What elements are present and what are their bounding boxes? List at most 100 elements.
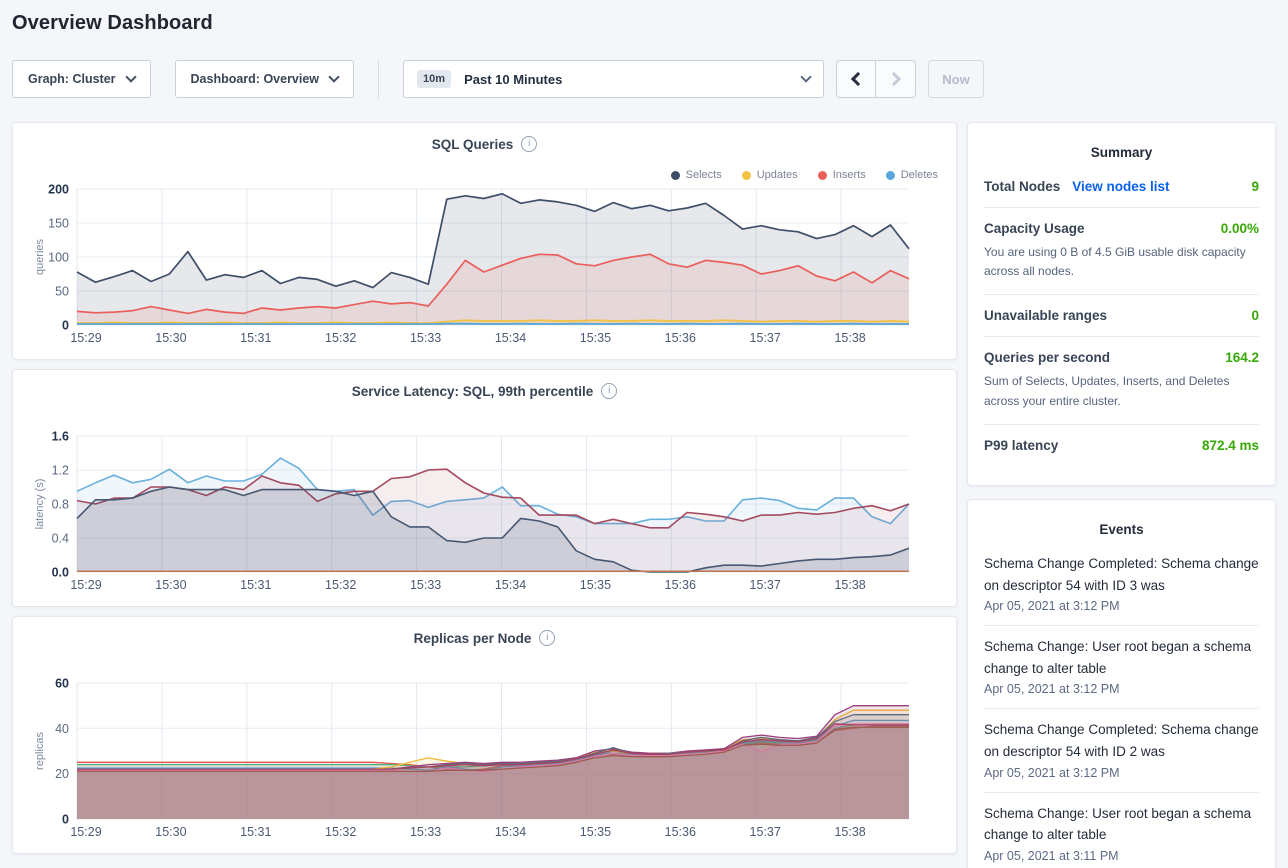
info-icon[interactable]: i: [539, 630, 556, 646]
summary-title: Summary: [1090, 145, 1153, 160]
chart-header: Replicas per Node i: [13, 630, 956, 646]
svg-text:15:37: 15:37: [750, 331, 781, 345]
legend-item-deletes[interactable]: Deletes: [885, 169, 938, 181]
prev-time-button[interactable]: [836, 60, 877, 98]
svg-text:15:36: 15:36: [665, 825, 696, 839]
svg-text:15:33: 15:33: [410, 578, 441, 592]
sql-queries-chart[interactable]: 0 50 100 150 200 15:29 15:30 15:31 15:32 15:33 15:…: [13, 123, 956, 359]
unavailable-ranges-label: Unavailable ranges: [984, 308, 1108, 324]
svg-text:15:30: 15:30: [155, 578, 186, 592]
legend-dot-icon: [885, 170, 895, 180]
toolbar: Graph: Cluster Dashboard: Overview 10m P…: [12, 60, 1276, 98]
svg-text:20: 20: [55, 767, 69, 781]
graph-dropdown[interactable]: Graph: Cluster: [12, 60, 151, 98]
svg-text:40: 40: [55, 722, 69, 736]
dashboard-dropdown[interactable]: Dashboard: Overview: [174, 60, 355, 98]
capacity-usage-value: 0.00%: [1220, 221, 1259, 236]
time-window-badge: 10m: [417, 70, 452, 88]
toolbar-divider: [378, 60, 380, 98]
svg-text:15:37: 15:37: [750, 578, 781, 592]
legend-item-inserts[interactable]: Inserts: [817, 169, 866, 181]
svg-text:15:29: 15:29: [70, 578, 101, 592]
svg-text:replicas: replicas: [34, 732, 46, 770]
svg-text:0: 0: [62, 813, 69, 827]
chart-title-replicas: Replicas per Node: [413, 630, 532, 646]
p99-latency-label: P99 latency: [984, 437, 1059, 453]
svg-text:0.4: 0.4: [52, 532, 69, 546]
legend-dot-icon: [817, 170, 827, 180]
svg-text:60: 60: [55, 677, 69, 691]
svg-text:15:31: 15:31: [240, 825, 271, 839]
now-button[interactable]: Now: [928, 60, 985, 98]
svg-text:15:37: 15:37: [750, 825, 781, 839]
dashboard-dropdown-label: Dashboard: Overview: [190, 72, 320, 86]
replicas-per-node-panel: Replicas per Node i 0 20 40 60 15:29 15:30 15:…: [12, 616, 957, 854]
event-text: Schema Change: User root began a schema …: [984, 639, 1252, 676]
svg-text:15:30: 15:30: [155, 825, 186, 839]
svg-text:200: 200: [48, 183, 69, 197]
next-time-button[interactable]: [876, 60, 917, 98]
event-item[interactable]: Schema Change Completed: Schema change o…: [984, 543, 1259, 627]
graph-dropdown-label: Graph: Cluster: [28, 72, 116, 86]
svg-text:latency (s): latency (s): [34, 479, 46, 530]
legend-label: Inserts: [832, 169, 866, 181]
time-range-selector[interactable]: 10m Past 10 Minutes: [403, 60, 825, 98]
replicas-per-node-chart[interactable]: 0 20 40 60 15:29 15:30 15:31 15:32 15:33 15:34 15:…: [13, 617, 956, 853]
events-panel: Events Schema Change Completed: Schema c…: [967, 499, 1276, 868]
qps-label: Queries per second: [984, 350, 1111, 366]
legend-item-updates[interactable]: Updates: [741, 169, 798, 181]
summary-row-total-nodes: Total Nodes View nodes list 9: [984, 166, 1259, 208]
svg-text:50: 50: [55, 285, 69, 299]
svg-text:15:35: 15:35: [580, 331, 611, 345]
capacity-usage-desc: You are using 0 B of 4.5 GiB usable disk…: [984, 245, 1246, 279]
summary-row-qps: Queries per second 164.2 Sum of Selects,…: [984, 337, 1259, 425]
event-text: Schema Change: User root began a schema …: [984, 805, 1252, 843]
legend-label: Updates: [756, 169, 798, 181]
total-nodes-label: Total Nodes: [984, 179, 1061, 194]
event-time: Apr 05, 2021 at 3:11 PM: [984, 848, 1119, 863]
service-latency-panel: Service Latency: SQL, 99th percentile i …: [12, 369, 957, 607]
svg-text:15:35: 15:35: [580, 825, 611, 839]
p99-latency-value: 872.4 ms: [1201, 437, 1259, 453]
svg-text:15:33: 15:33: [410, 825, 441, 839]
chart-title-service-latency: Service Latency: SQL, 99th percentile: [351, 383, 594, 399]
event-item[interactable]: Schema Change Completed: Schema change o…: [984, 709, 1259, 793]
legend-item-selects[interactable]: Selects: [670, 169, 722, 181]
view-nodes-list-link[interactable]: View nodes list: [1072, 179, 1170, 194]
events-title: Events: [1099, 522, 1144, 537]
chevron-down-icon: [328, 71, 340, 83]
info-icon[interactable]: i: [521, 136, 538, 152]
chevron-left-icon: [850, 71, 866, 87]
capacity-usage-label: Capacity Usage: [984, 221, 1085, 236]
event-item[interactable]: Schema Change: User root began a schema …: [984, 793, 1259, 868]
svg-text:150: 150: [48, 217, 69, 231]
qps-desc: Sum of Selects, Updates, Inserts, and De…: [984, 374, 1230, 408]
info-icon[interactable]: i: [601, 383, 618, 399]
chevron-down-icon: [800, 71, 812, 83]
qps-value: 164.2: [1225, 350, 1259, 366]
svg-text:1.6: 1.6: [52, 430, 69, 444]
unavailable-ranges-value: 0: [1251, 308, 1259, 324]
svg-text:0.8: 0.8: [52, 498, 69, 512]
svg-text:15:36: 15:36: [665, 578, 696, 592]
svg-text:0.0: 0.0: [52, 566, 69, 580]
svg-text:15:29: 15:29: [70, 825, 101, 839]
summary-row-capacity-usage: Capacity Usage 0.00% You are using 0 B o…: [984, 208, 1259, 296]
sql-queries-panel: SQL Queries i Selects Updates Inserts Delet…: [12, 122, 957, 360]
svg-text:15:38: 15:38: [834, 578, 865, 592]
legend-dot-icon: [741, 170, 751, 180]
svg-text:15:32: 15:32: [325, 331, 356, 345]
event-time: Apr 05, 2021 at 3:12 PM: [984, 682, 1120, 697]
summary-panel: Summary Total Nodes View nodes list 9 Ca…: [967, 122, 1276, 486]
chart-header: SQL Queries i: [13, 136, 956, 152]
event-text: Schema Change Completed: Schema change o…: [984, 556, 1259, 593]
legend-dot-icon: [670, 170, 680, 180]
service-latency-chart[interactable]: 0.0 0.4 0.8 1.2 1.6 15:29 15:30 15:31 15:32 15:33…: [13, 370, 956, 606]
svg-text:15:34: 15:34: [495, 825, 526, 839]
svg-text:15:32: 15:32: [325, 578, 356, 592]
svg-text:15:30: 15:30: [155, 331, 186, 345]
svg-text:15:38: 15:38: [834, 825, 865, 839]
svg-text:15:38: 15:38: [834, 331, 865, 345]
svg-text:15:31: 15:31: [240, 331, 271, 345]
event-item[interactable]: Schema Change: User root began a schema …: [984, 626, 1259, 710]
